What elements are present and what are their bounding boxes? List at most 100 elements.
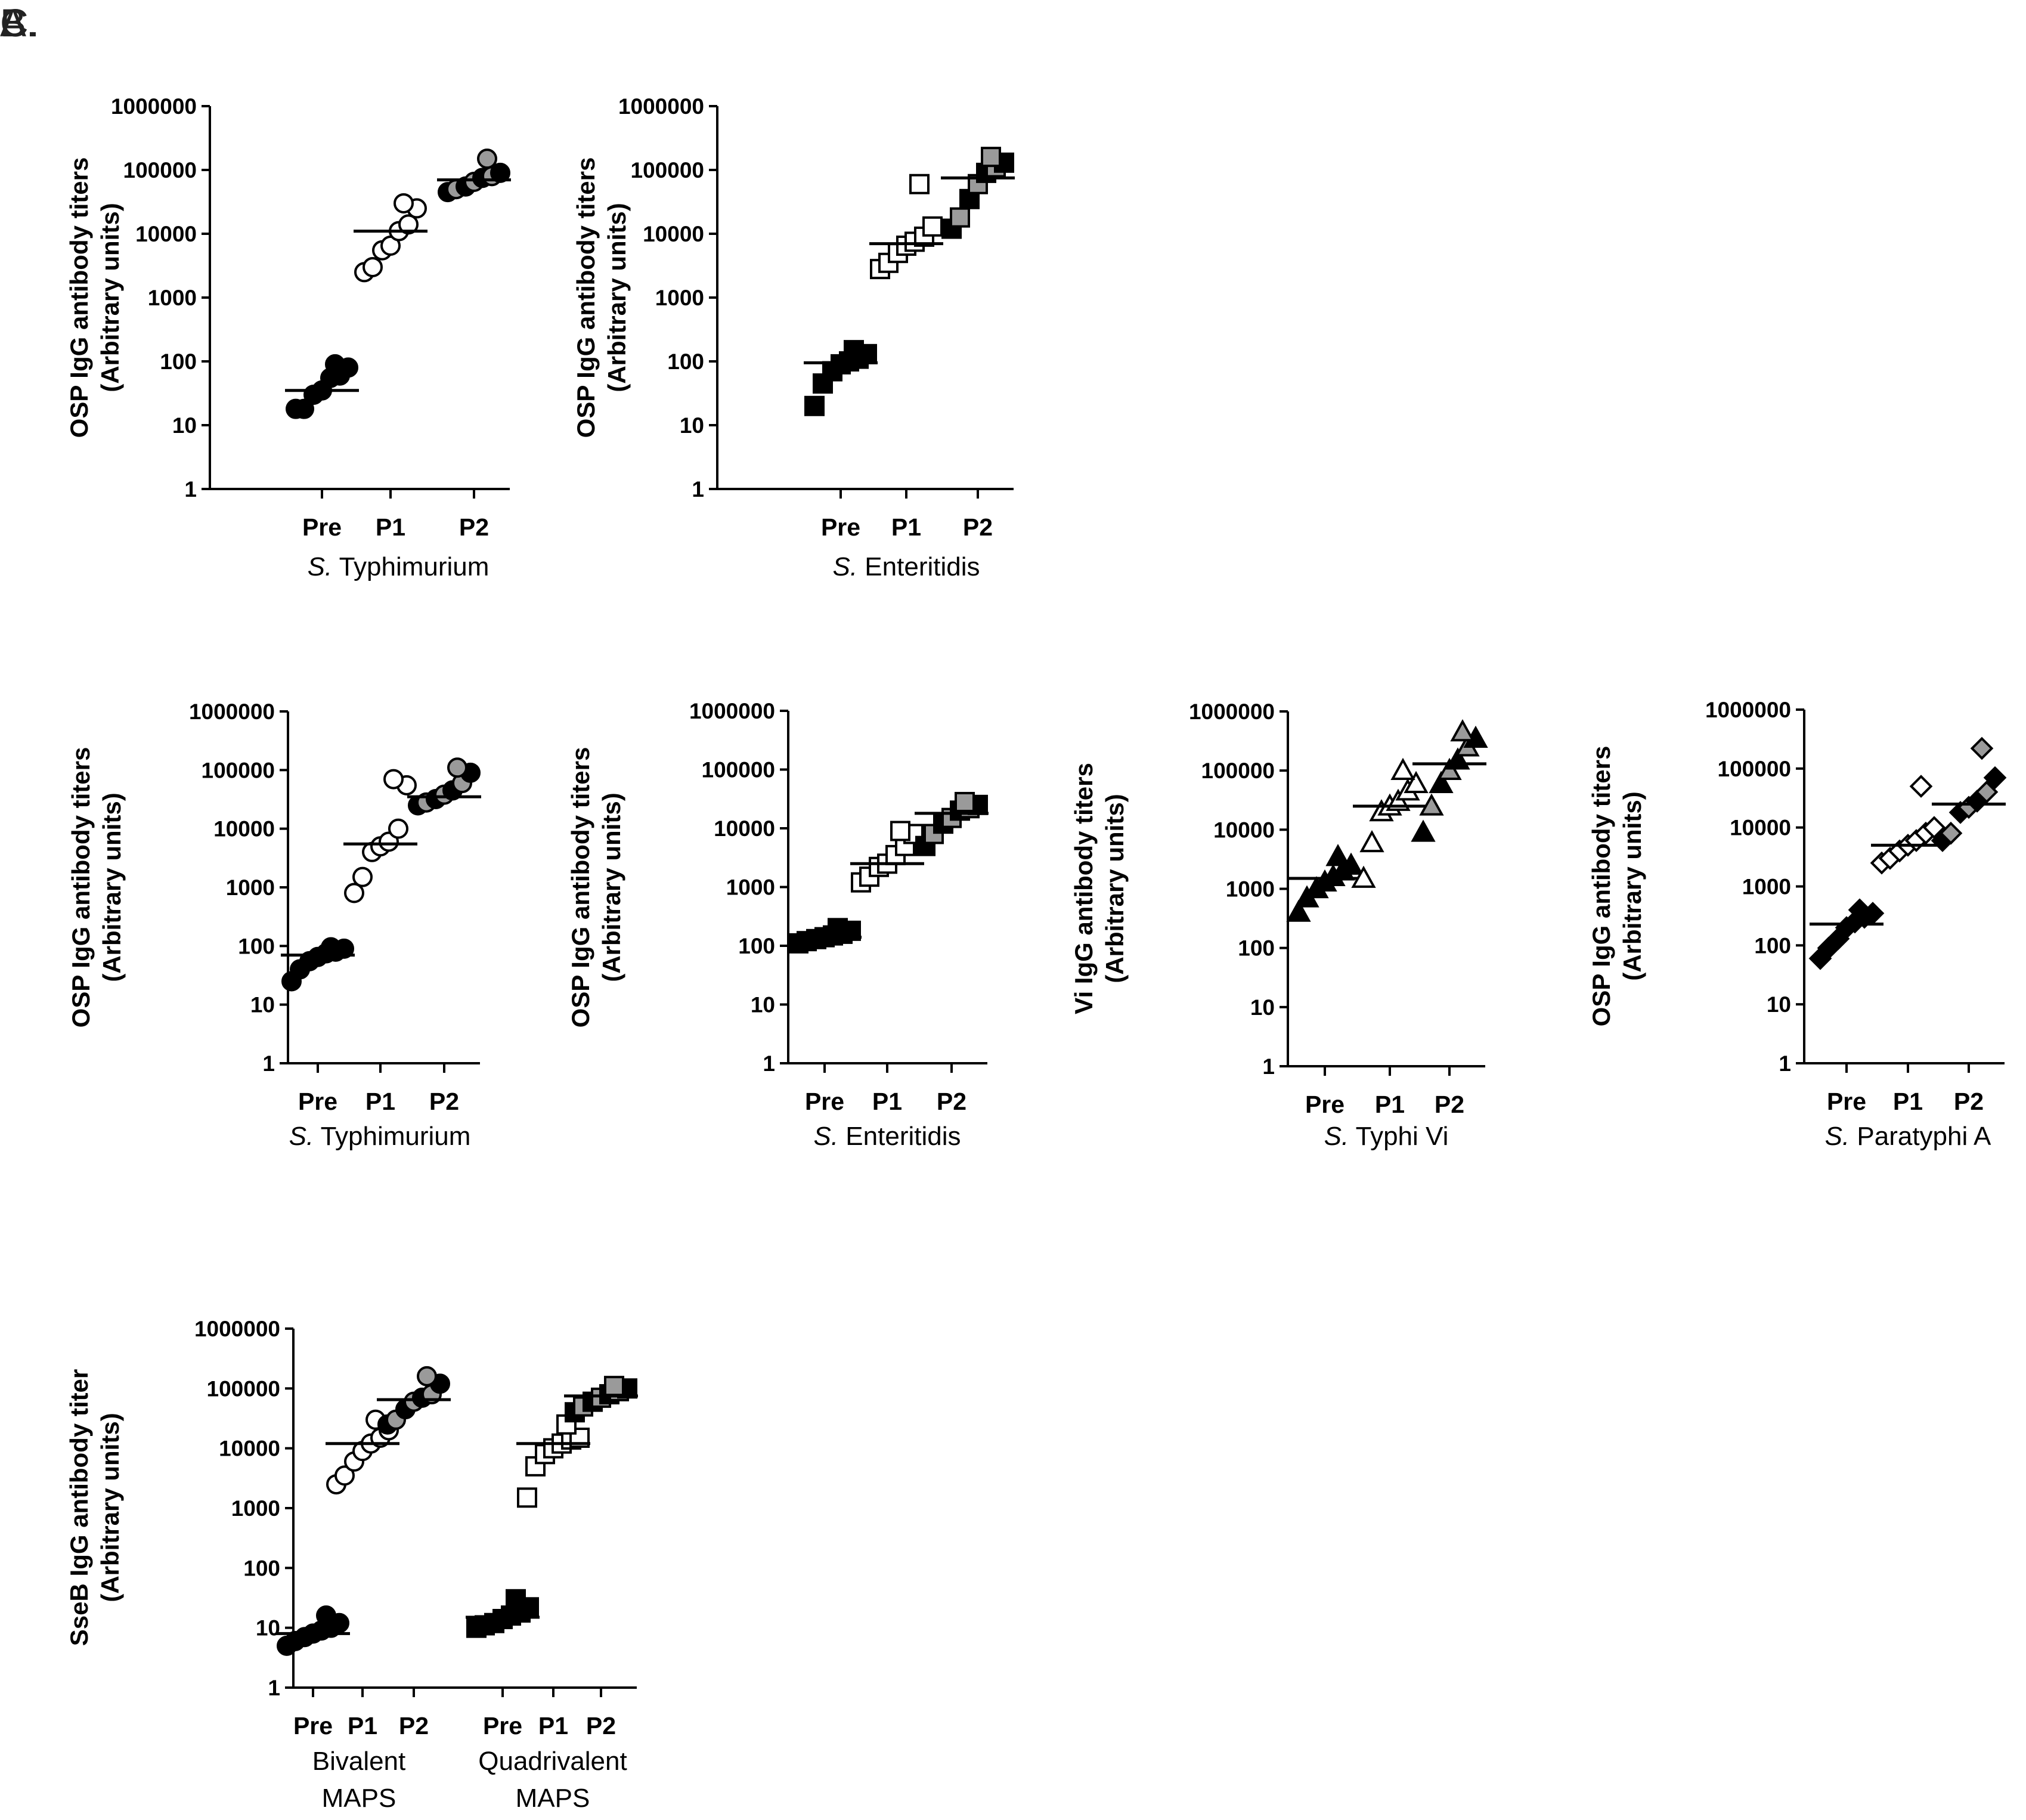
chart-c1-series-0 [276,1605,350,1656]
chart-c1-ylabel-line1: SseB IgG antibody titer [65,1369,93,1646]
chart-b1-ytick-label: 100 [238,934,275,958]
panel-label-b: B. [0,1,38,45]
chart-b4-ytick-label: 100 [1754,933,1791,958]
chart-c1-category-label: Pre [293,1712,333,1739]
chart-a1-point [490,162,510,183]
chart-b4-point [1848,898,1872,922]
chart-b3-group-label-italic: S. [1324,1122,1349,1151]
chart-b4-group-label: S. Paratyphi A [1825,1122,1991,1151]
panel-label-c: C. [0,1,39,45]
chart-a1-category-label: P2 [459,513,489,541]
chart-b3-ylabel: Vi IgG antibody titers (Arbitrary units) [1070,763,1129,1014]
chart-c1-ytick-label: 100000 [207,1376,280,1401]
chart-c1-group-label-line2: MAPS [322,1784,396,1813]
chart-a1-ytick-label: 10000 [135,222,197,246]
chart-c1-ytick-label: 1 [268,1676,280,1700]
chart-b1-category-label: Pre [298,1088,337,1115]
chart-a2-point [981,147,1001,168]
chart-a1-series-1 [354,193,427,283]
chart-a2-ytick-label: 100 [667,349,704,374]
chart-c1-ylabel-line2: (Arbitrary units) [96,1413,124,1602]
chart-b2-series-1 [850,821,924,893]
panel-label-a: A. [0,1,38,45]
chart-b2-point [890,821,910,841]
chart-b3-point [1411,819,1436,842]
chart-b1-point [388,818,408,839]
chart-b1-point [383,769,404,790]
chart-b4-point [1970,736,1994,760]
chart-b2-ytick-label: 100 [738,934,775,958]
chart-c1: 1 10 100 1000 10000 100000 1000000 Pre P1 P2 Pre P1… [65,1317,638,1813]
chart-b3-point [1390,757,1415,780]
chart-b2-series-2 [915,791,989,856]
chart-c1-group-label-line2: MAPS [516,1784,590,1813]
chart-a2-point [950,207,970,228]
chart-b3-ytick-label: 10000 [1213,818,1275,842]
chart-b1-series-1 [343,769,417,903]
chart-b1-ytick-label: 1000 [226,875,275,900]
chart-c1-series-2 [377,1366,451,1435]
chart-a1-point [398,214,419,235]
chart-a2-ytick-label: 1 [692,477,704,502]
chart-c1-point [517,1487,537,1508]
chart-a1-ytick-label: 1000000 [111,94,197,119]
chart-b1-series-0 [281,937,355,992]
chart-a1-point [325,354,345,374]
chart-b3-point [1325,844,1350,866]
chart-b1-point [447,757,467,778]
chart-b2-group-label-italic: S. [814,1122,839,1151]
chart-b3-group-label-rest: Typhi Vi [1349,1122,1448,1151]
chart-b3-series-1 [1351,757,1429,888]
chart-b1: 1 10 100 1000 10000 100000 1000000 Pre P1 P2 OSP I… [67,699,481,1151]
chart-b1-group-label-rest: Typhimurium [314,1122,470,1151]
chart-b1-group-label: S. Typhimurium [289,1122,471,1151]
chart-b2-ytick-label: 1000 [726,875,775,900]
chart-b2-point [828,918,848,939]
chart-a2-point [922,216,943,237]
chart-b3-point [1419,793,1444,816]
chart-b3-ytick-label: 1 [1262,1054,1275,1079]
chart-a2-ytick-label: 10000 [643,222,704,246]
chart-b2: 1 10 100 1000 10000 100000 1000000 Pre P1 P2 OSP I… [566,699,989,1151]
chart-b3-category-label: P1 [1375,1091,1405,1118]
chart-a2: 1 10 100 1000 10000 100000 1000000 Pre P1 P2 OSP I… [572,94,1015,581]
chart-b4-ytick-label: 1000000 [1705,698,1791,722]
chart-a2-point [844,340,864,361]
chart-b1-series-2 [407,757,481,816]
chart-b2-ytick-label: 1000000 [689,699,775,723]
chart-b4-group-label-rest: Paratyphi A [1850,1122,1991,1151]
chart-c1-ytick-label: 10 [256,1616,280,1641]
chart-b3-ylabel-line2: (Arbitrary units) [1101,794,1129,983]
chart-a2-ytick-label: 10 [680,413,704,438]
chart-b4-category-label: Pre [1827,1088,1866,1115]
chart-b4-point [1983,766,2007,790]
chart-c1-ytick-label: 1000000 [194,1317,280,1341]
chart-b3-series-2 [1411,719,1488,842]
chart-b1-ylabel: OSP IgG antibody titers (Arbitrary units) [67,747,126,1028]
chart-a1-ytick-label: 1 [184,477,197,502]
chart-b4: 1 10 100 1000 10000 100000 1000000 Pre P1 P2 OSP I… [1587,698,2007,1151]
chart-c1-series-3 [466,1589,540,1638]
chart-c1-ytick-label: 100 [243,1556,280,1580]
chart-a1-point [294,398,314,419]
chart-c1-point [316,1605,336,1626]
chart-a1: 1 10 100 1000 10000 100000 1000000 Pre P1 P2 OSP I… [65,94,511,581]
chart-b2-point [955,791,975,812]
chart-b4-series-0 [1808,898,1885,970]
chart-b4-group-label-italic: S. [1825,1122,1850,1151]
chart-a1-group-label-italic: S. [308,552,333,581]
chart-a2-point [909,174,930,194]
chart-b2-category-label: P1 [872,1088,902,1115]
chart-c1-group-label-line1: Bivalent [312,1747,406,1776]
chart-c1-series-1 [326,1409,399,1495]
chart-b3-ytick-label: 1000000 [1189,699,1275,724]
chart-a1-ytick-label: 100000 [123,158,197,182]
chart-c1-ylabel: SseB IgG antibody titer (Arbitrary units) [65,1369,124,1646]
chart-b2-series-0 [788,918,862,954]
chart-a1-ylabel-line1: OSP IgG antibody titers [65,157,93,438]
chart-b4-ytick-label: 100000 [1718,757,1791,781]
chart-b1-point [321,937,341,958]
chart-a2-category-label: P2 [963,513,993,541]
chart-a2-group-label-italic: S. [833,552,858,581]
